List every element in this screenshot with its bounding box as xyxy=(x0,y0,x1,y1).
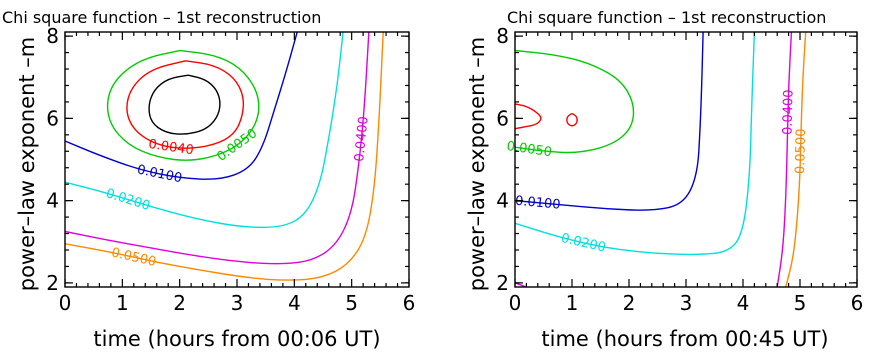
right-contour-panel: Chi square function – 1st reconstruction… xyxy=(465,8,863,351)
contour-label: 0.0050 xyxy=(214,126,260,165)
left-x-axis-label: time (hours from 00:06 UT) xyxy=(93,327,380,351)
x-tick-label: 0 xyxy=(59,291,72,315)
y-tick-label: 4 xyxy=(496,189,509,213)
x-tick-label: 3 xyxy=(231,291,244,315)
contour-label: 0.0500 xyxy=(110,245,158,270)
y-tick-label: 2 xyxy=(46,271,59,295)
y-tick-label: 8 xyxy=(496,24,509,48)
contour-line-0.0200 xyxy=(515,32,756,256)
contour-label: 0.0100 xyxy=(514,194,561,213)
contour-line-0.0100 xyxy=(65,32,298,180)
contour-line-1 xyxy=(566,112,578,127)
x-tick-label: 4 xyxy=(288,291,301,315)
left-chart-title: Chi square function – 1st reconstruction xyxy=(2,8,321,27)
contour-line-0.0100 xyxy=(515,32,704,211)
contour-label: 0.0400 xyxy=(781,89,797,135)
x-tick-label: 0 xyxy=(509,291,522,315)
contour-line-0.0050 xyxy=(106,49,260,161)
contour-line-0.0500 xyxy=(65,32,384,281)
left-y-axis-label: power–law exponent –m xyxy=(15,37,39,292)
x-tick-label: 5 xyxy=(794,291,807,315)
contour-line-0 xyxy=(148,74,221,135)
contour-label: 0.0400 xyxy=(352,116,371,163)
contour-line-0.0400 xyxy=(776,32,793,287)
contour-label: 0.0050 xyxy=(506,139,553,160)
contour-label: 0.0200 xyxy=(559,231,607,256)
contour-label: 0.0200 xyxy=(104,186,152,214)
x-tick-label: 2 xyxy=(173,291,186,315)
x-tick-label: 4 xyxy=(737,291,750,315)
right-y-axis-label: power–law exponent –m xyxy=(465,37,489,292)
contour-line-0.0500 xyxy=(785,32,807,287)
y-tick-label: 6 xyxy=(46,106,59,130)
y-tick-label: 6 xyxy=(496,106,509,130)
contour-lines xyxy=(65,32,384,281)
contour-line-0.0400 xyxy=(65,32,370,265)
x-tick-label: 6 xyxy=(403,291,416,315)
contour-label: 0.0500 xyxy=(793,128,809,174)
x-tick-label: 3 xyxy=(680,291,693,315)
x-tick-label: 1 xyxy=(566,291,579,315)
left-contour-panel: Chi square function – 1st reconstruction… xyxy=(2,8,415,351)
contour-line-0.0040 xyxy=(126,60,245,149)
contour-label: 0.0040 xyxy=(147,137,194,158)
contour-line-0 xyxy=(515,103,542,130)
y-tick-label: 2 xyxy=(496,271,509,295)
x-tick-label: 6 xyxy=(851,291,864,315)
contour-label: 0.0100 xyxy=(136,162,184,186)
y-tick-label: 8 xyxy=(46,24,59,48)
right-x-axis-label: time (hours from 00:45 UT) xyxy=(541,327,828,351)
y-tick-label: 4 xyxy=(46,189,59,213)
contour-line-0.0050 xyxy=(515,49,635,154)
right-chart-title: Chi square function – 1st reconstruction xyxy=(507,8,826,27)
contour-line-0.0200 xyxy=(65,32,344,229)
x-tick-label: 2 xyxy=(623,291,636,315)
x-tick-label: 5 xyxy=(345,291,358,315)
contour-lines xyxy=(515,32,807,287)
x-tick-label: 1 xyxy=(116,291,129,315)
